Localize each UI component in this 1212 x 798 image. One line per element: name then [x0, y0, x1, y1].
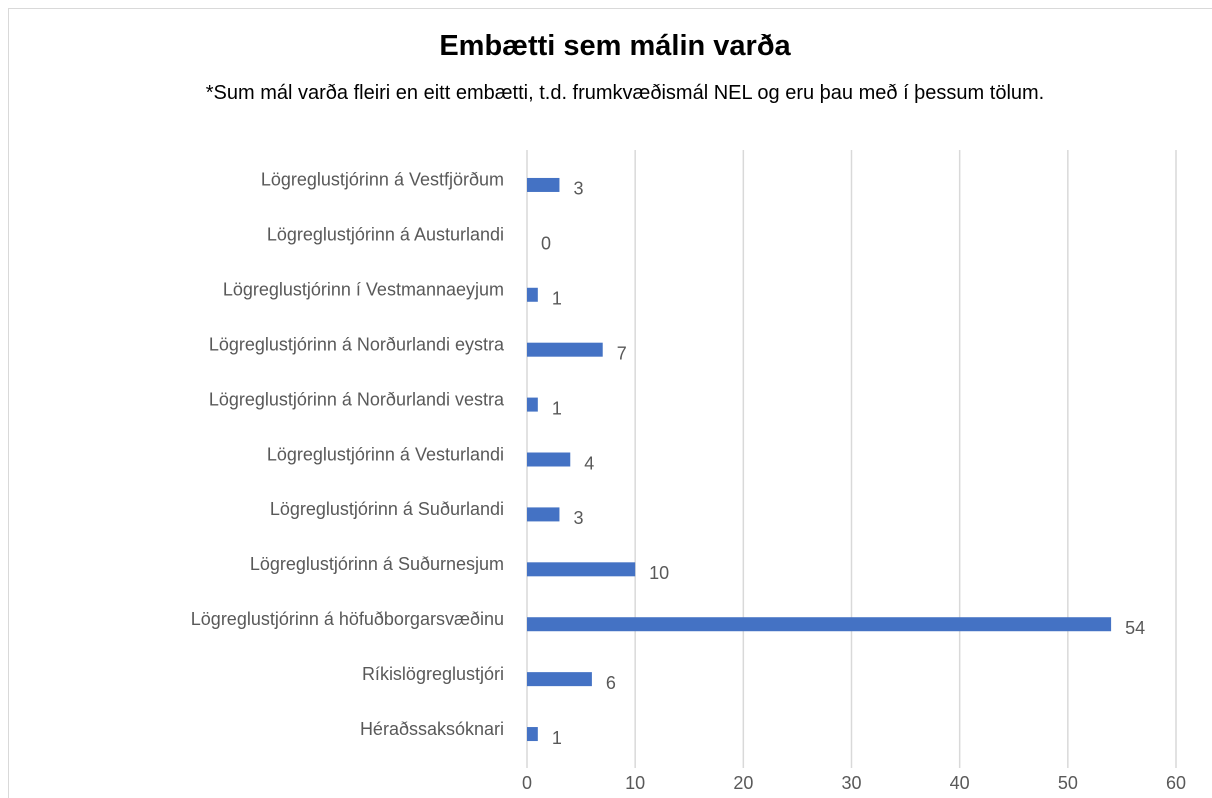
- value-label: 6: [606, 673, 616, 693]
- bar: [527, 342, 603, 357]
- y-tick-label: Lögreglustjórinn á Austurlandi: [267, 225, 504, 245]
- value-label: 54: [1125, 618, 1145, 638]
- y-tick-label: Ríkislögreglustjóri: [362, 664, 504, 684]
- y-tick-label: Lögreglustjórinn á höfuðborgarsvæðinu: [191, 609, 504, 629]
- y-tick-label: Lögreglustjórinn á Suðurlandi: [270, 499, 504, 519]
- x-tick-label: 60: [1166, 773, 1186, 793]
- y-tick-label: Lögreglustjórinn í Vestmannaeyjum: [223, 280, 504, 300]
- bar: [527, 507, 560, 522]
- x-tick-label: 30: [841, 773, 861, 793]
- value-label: 10: [649, 563, 669, 583]
- bar: [527, 287, 538, 302]
- value-label: 3: [573, 179, 583, 199]
- bar: [527, 562, 636, 577]
- bar: [527, 672, 592, 687]
- bar: [527, 617, 1112, 632]
- chart-subtitle: *Sum mál varða fleiri en eitt embætti, t…: [205, 82, 1045, 104]
- chart-border: [8, 8, 1212, 798]
- x-tick-label: 0: [522, 773, 532, 793]
- value-label: 7: [617, 343, 627, 363]
- value-label: 0: [541, 234, 551, 254]
- y-tick-label: Héraðssaksóknari: [360, 719, 504, 739]
- bar: [527, 727, 538, 742]
- x-tick-label: 40: [950, 773, 970, 793]
- x-tick-label: 50: [1058, 773, 1078, 793]
- y-tick-label: Lögreglustjórinn á Vesturlandi: [267, 444, 504, 464]
- value-label: 1: [552, 398, 562, 418]
- bar: [527, 177, 560, 192]
- chart-title: Embætti sem málin varða: [439, 30, 791, 62]
- value-label: 3: [573, 508, 583, 528]
- value-label: 4: [584, 453, 594, 473]
- y-tick-label: Lögreglustjórinn á Norðurlandi vestra: [209, 389, 505, 409]
- x-tick-label: 20: [733, 773, 753, 793]
- bar: [527, 397, 538, 412]
- x-tick-label: 10: [625, 773, 645, 793]
- y-tick-label: Lögreglustjórinn á Suðurnesjum: [250, 554, 504, 574]
- y-tick-label: Lögreglustjórinn á Vestfjörðum: [261, 170, 504, 190]
- bar: [527, 452, 571, 467]
- value-label: 1: [552, 289, 562, 309]
- y-tick-label: Lögreglustjórinn á Norðurlandi eystra: [209, 334, 505, 354]
- value-label: 1: [552, 728, 562, 748]
